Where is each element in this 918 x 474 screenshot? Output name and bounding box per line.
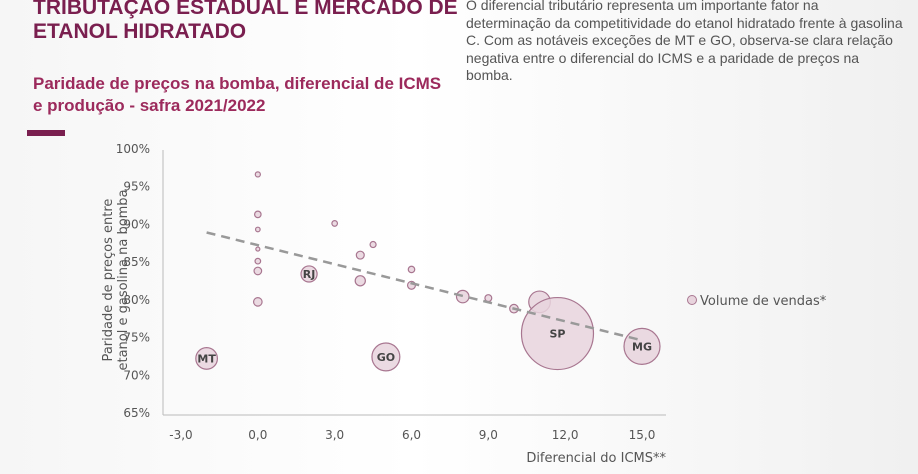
x-tick-label: 0,0 (248, 428, 267, 442)
title-line: TRIBUTAÇAO ESTADUAL E MERCADO DE (33, 0, 458, 19)
legend-label: Volume de vendas* (700, 294, 827, 309)
subtitle-line: e produção - safra 2021/2022 (33, 96, 266, 115)
y-tick-label: 100% (116, 142, 150, 156)
bubble-point (254, 210, 262, 219)
accent-bar (27, 130, 65, 136)
y-tick-label: 95% (123, 180, 150, 194)
description-text: O diferencial tributário representa um i… (466, 0, 903, 83)
bubble-point (331, 220, 339, 227)
bubble-point (300, 265, 318, 283)
title-line: ETANOL HIDRATADO (33, 20, 247, 43)
y-axis-title: etanol e gasolina na bomba (116, 189, 131, 370)
trendline (206, 231, 643, 342)
y-tick-label: 70% (123, 368, 150, 382)
bubble-point (455, 289, 470, 304)
y-axis-title: Paridade de preços entre (101, 199, 116, 362)
bubble-point (254, 171, 261, 178)
bubble-point (354, 275, 366, 287)
bubble-point (407, 265, 416, 274)
page-title: TRIBUTAÇAO ESTADUAL E MERCADO DE ETANOL … (33, 0, 458, 44)
x-tick-label: 15,0 (629, 428, 656, 442)
bubble-point (254, 226, 261, 233)
bubble-point (369, 240, 377, 249)
bubble-point (254, 257, 262, 265)
subtitle-line: Paridade de preços na bomba, diferencial… (33, 74, 442, 93)
bubble-point (355, 250, 365, 260)
x-tick-label: -3,0 (169, 428, 192, 442)
bubble-point (255, 246, 261, 252)
bubble-label: RJ (303, 268, 316, 281)
bubble-label: MG (632, 340, 652, 353)
y-tick-label: 80% (123, 293, 150, 307)
bubble-label: GO (377, 351, 395, 364)
bubble-point (195, 347, 219, 370)
y-tick-label: 65% (123, 406, 150, 420)
bubble-point (253, 266, 263, 276)
x-tick-label: 12,0 (552, 428, 579, 442)
x-axis-title: Diferencial do ICMS** (526, 451, 666, 466)
y-tick-label: 85% (123, 255, 150, 269)
y-tick-label: 75% (123, 331, 150, 345)
x-tick-label: 6,0 (402, 428, 421, 442)
bubble-point (252, 297, 263, 307)
legend-marker-icon (687, 295, 697, 305)
y-tick-label: 90% (123, 217, 150, 231)
bubble-label: SP (549, 328, 565, 341)
bubble-point (371, 342, 401, 372)
x-tick-label: 9,0 (479, 428, 498, 442)
bubble-point (520, 296, 595, 371)
chart-subtitle: Paridade de preços na bomba, diferencial… (33, 73, 441, 117)
x-tick-label: 3,0 (325, 428, 344, 442)
bubble-label: MT (197, 352, 216, 365)
